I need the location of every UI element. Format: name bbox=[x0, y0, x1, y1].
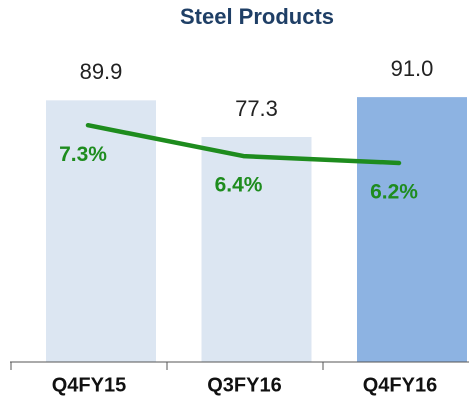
chart-title: Steel Products bbox=[180, 4, 334, 29]
line-value-label: 7.3% bbox=[59, 143, 107, 166]
bar-value-label: 77.3 bbox=[235, 96, 278, 121]
bar bbox=[357, 97, 467, 362]
line-value-label: 6.2% bbox=[370, 181, 418, 204]
line-value-label: 6.4% bbox=[215, 174, 263, 197]
line bbox=[85, 122, 402, 166]
x-tick-label: Q3FY16 bbox=[207, 374, 281, 396]
bar bbox=[201, 137, 312, 362]
bar-value-label: 91.0 bbox=[391, 56, 434, 81]
x-tick-label: Q4FY15 bbox=[52, 374, 126, 396]
bar-value-label: 89.9 bbox=[80, 59, 123, 84]
x-tick-label: Q4FY16 bbox=[363, 374, 437, 396]
bar bbox=[46, 100, 156, 362]
